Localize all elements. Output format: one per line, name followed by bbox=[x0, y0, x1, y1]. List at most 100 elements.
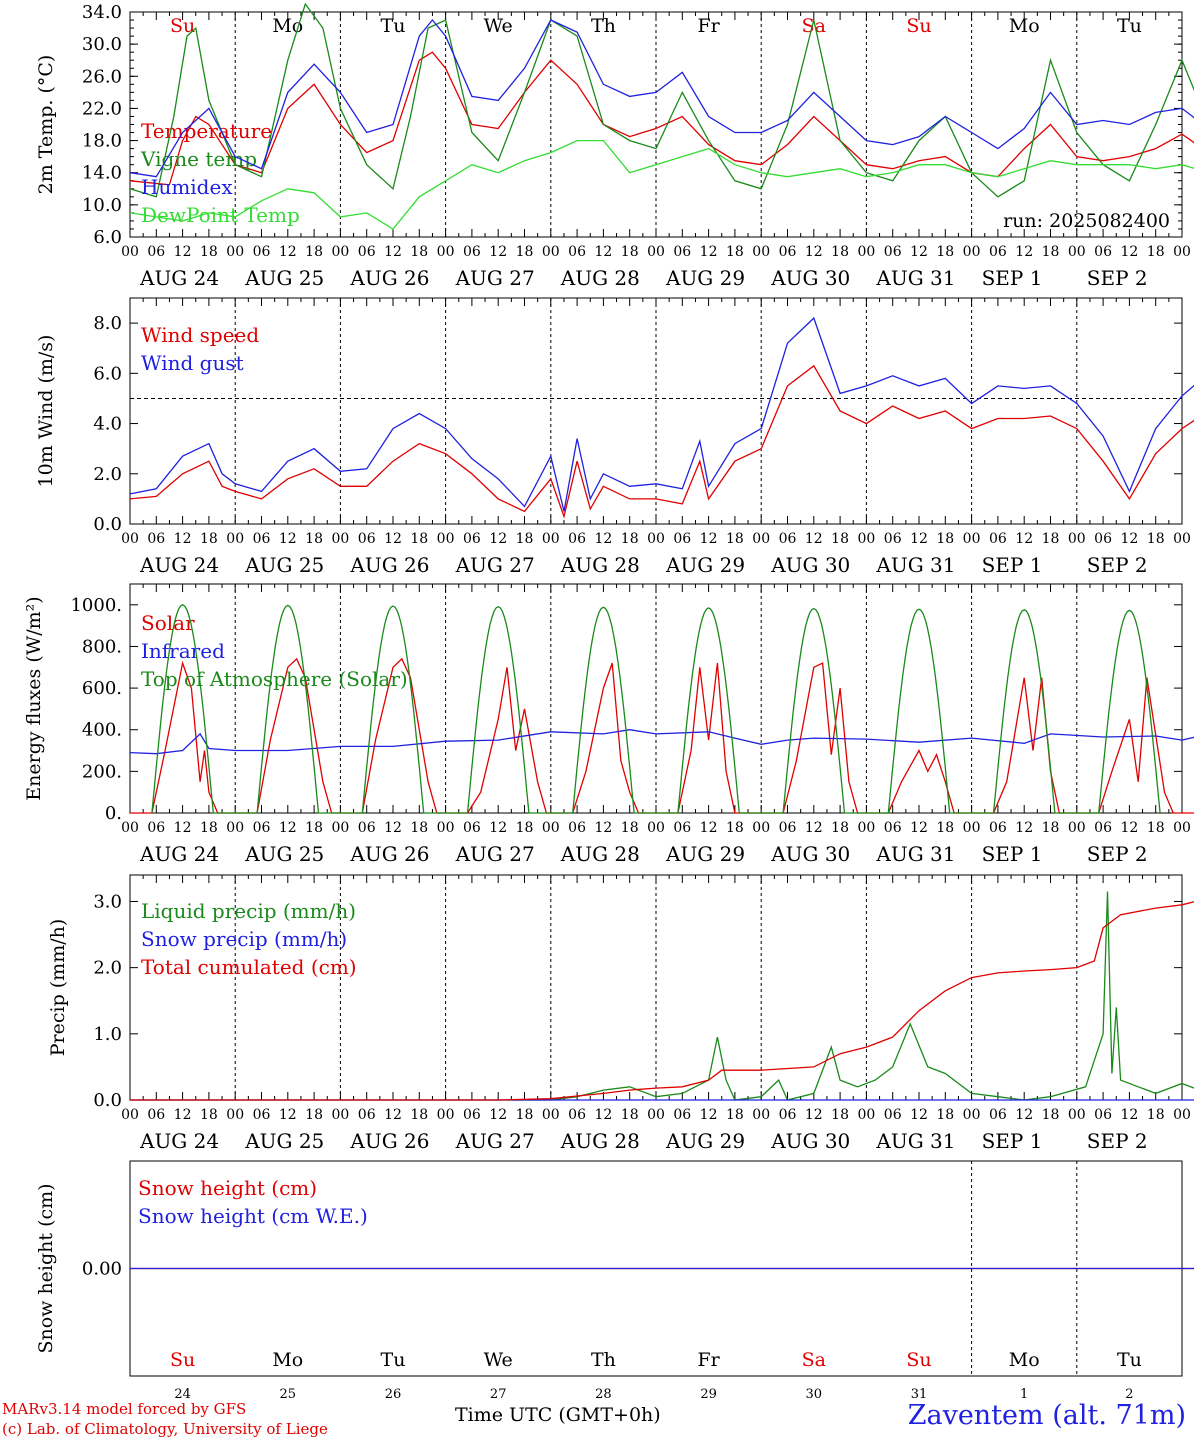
day-label: AUG 26 bbox=[349, 842, 429, 866]
y-tick-label: 6.0 bbox=[93, 227, 122, 248]
hour-label: 12 bbox=[1015, 1107, 1033, 1123]
credit-line-2: (c) Lab. of Climatology, University of L… bbox=[2, 1420, 328, 1438]
day-number: 29 bbox=[700, 1387, 717, 1402]
hour-label: 12 bbox=[1120, 1107, 1138, 1123]
x-axis-title: Time UTC (GMT+0h) bbox=[455, 1404, 661, 1426]
series-line-temp-2 bbox=[129, 18, 1194, 178]
weekday-label: Fr bbox=[697, 1349, 720, 1371]
hour-label: 06 bbox=[147, 1107, 165, 1123]
hour-label: 18 bbox=[726, 244, 744, 260]
hour-label: 18 bbox=[410, 820, 428, 836]
day-label: AUG 31 bbox=[875, 842, 955, 866]
hour-label: 00 bbox=[857, 1107, 875, 1123]
hour-label: 06 bbox=[989, 244, 1007, 260]
hour-label: 00 bbox=[1068, 820, 1086, 836]
hour-label: 18 bbox=[410, 244, 428, 260]
hour-label: 00 bbox=[542, 1107, 560, 1123]
hour-label: 06 bbox=[779, 244, 797, 260]
hour-label: 00 bbox=[226, 820, 244, 836]
day-label: AUG 25 bbox=[244, 266, 324, 290]
day-label: AUG 27 bbox=[455, 553, 535, 577]
legend-entry: Top of Atmosphere (Solar) bbox=[141, 667, 408, 691]
hour-label: 18 bbox=[305, 1107, 323, 1123]
hour-label: 12 bbox=[1015, 531, 1033, 547]
hour-label: 18 bbox=[831, 1107, 849, 1123]
hour-label: 18 bbox=[936, 531, 954, 547]
hour-label: 18 bbox=[410, 531, 428, 547]
y-tick-label: 3.0 bbox=[93, 891, 122, 912]
day-label: SEP 1 bbox=[982, 553, 1043, 577]
hour-label: 12 bbox=[594, 531, 612, 547]
hour-label: 06 bbox=[673, 820, 691, 836]
hour-label: 06 bbox=[1094, 531, 1112, 547]
hour-label: 18 bbox=[200, 244, 218, 260]
hour-label: 12 bbox=[910, 1107, 928, 1123]
hour-label: 00 bbox=[331, 820, 349, 836]
hour-label: 12 bbox=[805, 820, 823, 836]
day-label: AUG 30 bbox=[770, 266, 850, 290]
day-label: AUG 26 bbox=[349, 553, 429, 577]
day-number: 30 bbox=[806, 1387, 823, 1402]
day-label: AUG 28 bbox=[560, 553, 640, 577]
hour-label: 00 bbox=[121, 244, 139, 260]
hour-label: 12 bbox=[805, 1107, 823, 1123]
hour-label: 06 bbox=[253, 531, 271, 547]
hour-label: 06 bbox=[358, 244, 376, 260]
hour-label: 06 bbox=[989, 1107, 1007, 1123]
hour-label: 18 bbox=[516, 820, 534, 836]
hour-label: 12 bbox=[174, 820, 192, 836]
y-tick-label: 14.0 bbox=[82, 163, 122, 184]
hour-label: 00 bbox=[647, 531, 665, 547]
day-label: AUG 28 bbox=[560, 1129, 640, 1153]
hour-label: 18 bbox=[200, 531, 218, 547]
y-tick-label: 8.0 bbox=[93, 313, 122, 334]
series-line-energy-2 bbox=[151, 604, 1161, 814]
weekday-label: Sa bbox=[802, 1349, 826, 1371]
day-label: AUG 27 bbox=[455, 842, 535, 866]
hour-label: 18 bbox=[726, 531, 744, 547]
y-tick-label: 1000. bbox=[70, 595, 122, 616]
hour-label: 18 bbox=[305, 820, 323, 836]
hour-label: 06 bbox=[358, 531, 376, 547]
hour-label: 18 bbox=[831, 531, 849, 547]
day-label: AUG 27 bbox=[455, 1129, 535, 1153]
hour-label: 00 bbox=[963, 820, 981, 836]
y-tick-label: 34.0 bbox=[82, 2, 122, 23]
hour-label: 12 bbox=[174, 531, 192, 547]
hour-label: 00 bbox=[542, 531, 560, 547]
hour-label: 00 bbox=[857, 531, 875, 547]
day-label: AUG 31 bbox=[875, 266, 955, 290]
y-tick-label: 400. bbox=[82, 720, 122, 741]
hour-label: 12 bbox=[1120, 531, 1138, 547]
day-number: 2 bbox=[1125, 1387, 1133, 1402]
y-tick-label: 0.0 bbox=[93, 514, 122, 535]
hour-label: 18 bbox=[1042, 820, 1060, 836]
hour-label: 18 bbox=[936, 1107, 954, 1123]
hour-label: 18 bbox=[200, 1107, 218, 1123]
day-label: AUG 29 bbox=[665, 266, 745, 290]
hour-label: 06 bbox=[147, 531, 165, 547]
weekday-label: Sa bbox=[802, 15, 826, 37]
hour-label: 06 bbox=[147, 820, 165, 836]
y-tick-label: 30.0 bbox=[82, 34, 122, 55]
day-label: AUG 31 bbox=[875, 553, 955, 577]
y-tick-label: 2.0 bbox=[93, 464, 122, 485]
day-label: SEP 2 bbox=[1087, 553, 1148, 577]
hour-label: 00 bbox=[121, 820, 139, 836]
series-line-temp-0 bbox=[129, 51, 1194, 186]
hour-label: 00 bbox=[1173, 1107, 1191, 1123]
y-tick-label: 800. bbox=[82, 636, 122, 657]
hour-label: 00 bbox=[963, 1107, 981, 1123]
legend-entry: Humidex bbox=[141, 175, 233, 199]
hour-label: 12 bbox=[1015, 244, 1033, 260]
hour-label: 12 bbox=[489, 531, 507, 547]
y-axis-label: Precip (mm/h) bbox=[47, 919, 69, 1057]
y-tick-label: 2.0 bbox=[93, 958, 122, 979]
day-label: AUG 24 bbox=[139, 266, 219, 290]
hour-label: 18 bbox=[200, 820, 218, 836]
hour-label: 06 bbox=[253, 820, 271, 836]
legend-entry: Vigne temp bbox=[140, 147, 257, 171]
hour-label: 12 bbox=[910, 244, 928, 260]
weekday-label: Th bbox=[591, 1349, 616, 1371]
hour-label: 00 bbox=[1068, 244, 1086, 260]
